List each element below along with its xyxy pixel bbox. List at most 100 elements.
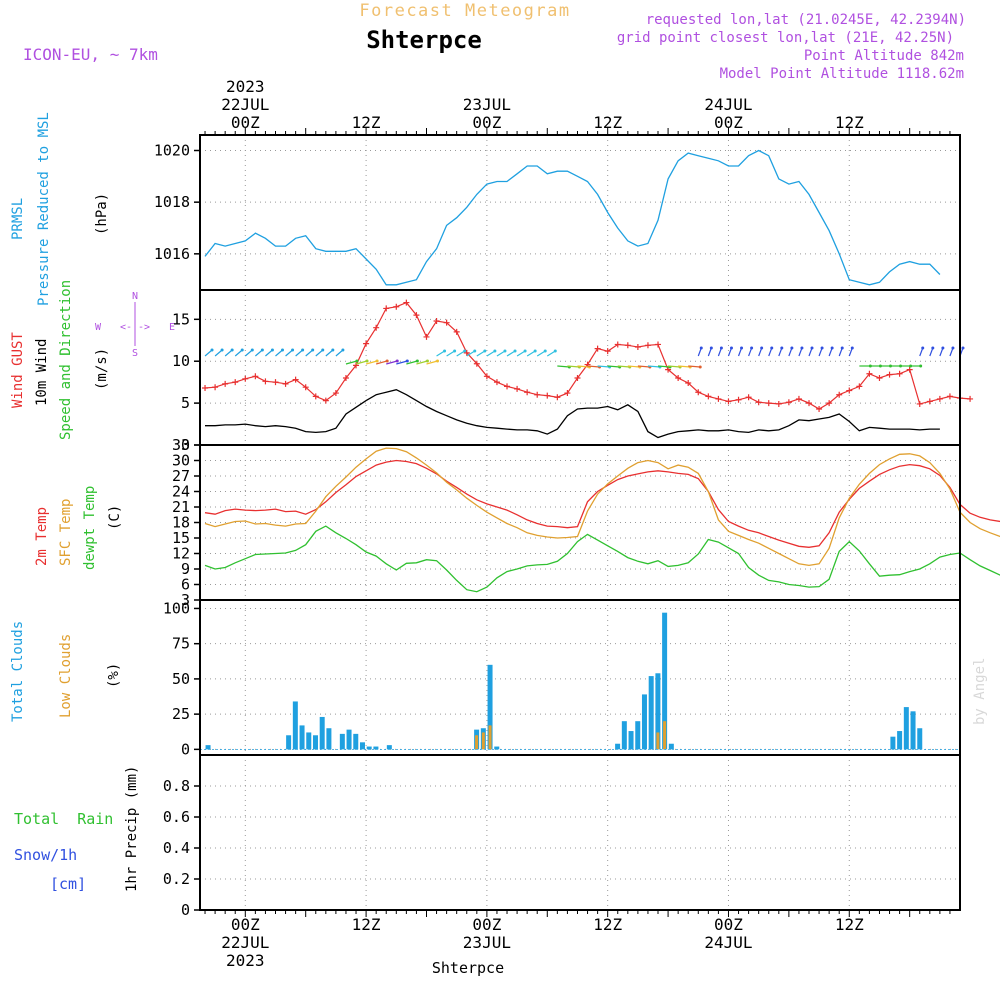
temp-ytick-label-6: 21 <box>172 498 190 516</box>
wind-dir-arrow-head <box>921 346 925 350</box>
gust-marker <box>272 379 279 386</box>
wind-dir-arrow <box>678 365 691 368</box>
clouds-ytick-label-1: 25 <box>172 705 190 723</box>
wind-dir-arrow-head <box>919 364 923 368</box>
wind-dir-arrow-head <box>800 346 804 350</box>
wind-dir-arrow-head <box>699 346 703 350</box>
wind-dir-arrow <box>496 350 506 357</box>
low-cloud-bar <box>481 732 485 750</box>
wind-dir-arrow-head <box>770 346 774 350</box>
gust-marker <box>564 390 571 397</box>
wind-dir-arrow-head <box>260 348 264 352</box>
wind-dir-arrow-head <box>280 348 284 352</box>
gust-marker <box>876 374 883 381</box>
wind-label: 10m Wind <box>34 339 50 406</box>
total-cloud-bar <box>641 694 647 750</box>
gust-marker <box>292 376 299 383</box>
total-cloud-bar <box>319 716 325 750</box>
total-cloud-bar <box>292 701 298 750</box>
wind-dir-arrow-head <box>220 348 224 352</box>
gust-marker <box>473 360 480 367</box>
dew-line <box>204 525 1000 593</box>
snow-unit: [cm] <box>50 875 86 893</box>
wind-dir-arrow-head <box>750 346 754 350</box>
gust-marker <box>282 380 289 387</box>
gust-marker <box>222 380 229 387</box>
wind-dir-arrow <box>265 349 273 357</box>
wind-dir-arrow <box>396 360 408 365</box>
wind-unit: (m/s) <box>94 348 110 390</box>
sfc-line <box>204 447 1000 567</box>
wind-ytick-label-0: 0 <box>181 436 190 454</box>
total-cloud-bar <box>299 725 305 750</box>
grid-layer <box>200 135 960 911</box>
bottom-time-label-3-line1: 12Z <box>593 915 622 934</box>
gust-marker <box>795 395 802 402</box>
wind-dir-arrow <box>416 360 428 365</box>
gust-marker <box>775 400 782 407</box>
wind-dir-arrow-head <box>931 346 935 350</box>
gust-marker <box>312 393 319 400</box>
gust-marker <box>916 400 923 407</box>
wind-dir-arrow <box>688 365 701 368</box>
gust-marker <box>806 400 813 407</box>
wind-dir-label: Speed and Direction <box>58 280 74 440</box>
clouds-unit: (%) <box>106 663 122 688</box>
pressure-label-2: Pressure Reduced to MSL <box>36 112 52 306</box>
wind-dir-arrow <box>275 349 283 357</box>
low-cloud-bar <box>475 735 479 750</box>
wind-dir-arrow-head <box>473 349 477 353</box>
wind-dir-arrow-head <box>503 349 507 353</box>
rain-label: Total Rain <box>14 810 113 828</box>
total-cloud-bar <box>917 728 923 750</box>
total-cloud-bar <box>353 733 359 750</box>
wind-dir-arrow <box>335 349 344 357</box>
wind-dir-arrow <box>587 365 600 368</box>
total-cloud-bar <box>373 746 379 750</box>
gust-marker <box>302 384 309 391</box>
gust-marker <box>403 299 410 306</box>
footer-location: Shterpce <box>432 959 504 977</box>
gust-marker <box>655 341 662 348</box>
total-cloud-bar <box>306 732 312 750</box>
temp-ytick-label-0: 3 <box>181 591 190 609</box>
wind-dir-arrow <box>376 360 388 365</box>
top-time-label-2-line3: 00Z <box>472 113 501 132</box>
gust-marker <box>363 340 370 347</box>
gust-marker <box>202 385 209 392</box>
wind-dir-arrow-head <box>709 346 713 350</box>
snow-label: Snow/1h <box>14 846 77 864</box>
gust-marker <box>514 385 521 392</box>
wind-dir-arrow-head <box>941 346 945 350</box>
gust-marker <box>816 405 823 412</box>
gust-marker <box>886 371 893 378</box>
gust-marker <box>242 375 249 382</box>
wind-dir-arrow <box>647 365 660 368</box>
gust-marker <box>594 345 601 352</box>
pressure-unit: (hPa) <box>94 193 110 235</box>
watermark: by Angel <box>972 658 988 725</box>
gust-marker <box>644 342 651 349</box>
gust-marker <box>504 383 511 390</box>
wind-dir-arrow-head <box>533 349 537 353</box>
wind-dir-arrow-head <box>415 359 419 363</box>
temp-unit: (C) <box>107 505 123 530</box>
wind-dir-arrow <box>365 360 378 365</box>
bottom-time-label-5-line1: 12Z <box>835 915 864 934</box>
wind-dir-arrow <box>526 350 536 357</box>
wind-dir-arrow <box>456 350 466 357</box>
wind-dir-arrow-head <box>850 346 854 350</box>
wind-dir-arrow <box>516 350 526 357</box>
gust-marker <box>675 374 682 381</box>
precip-ytick-label-3: 0.6 <box>163 808 190 826</box>
gust-marker <box>836 391 843 398</box>
axis-layer: 1016101810200510153691215182124273033025… <box>154 77 961 970</box>
total-cloud-bar <box>621 721 627 750</box>
wind-dir-arrow <box>567 365 580 368</box>
gust-marker <box>252 373 259 380</box>
wind-dir-arrow-head <box>840 346 844 350</box>
compass-n: N <box>132 291 138 302</box>
wind-labels: Wind GUST 10m Wind Speed and Direction (… <box>10 280 175 440</box>
total-cloud-bar <box>326 728 332 750</box>
gridpoint-coords: grid point closest lon,lat (21E, 42.25N) <box>617 30 954 46</box>
